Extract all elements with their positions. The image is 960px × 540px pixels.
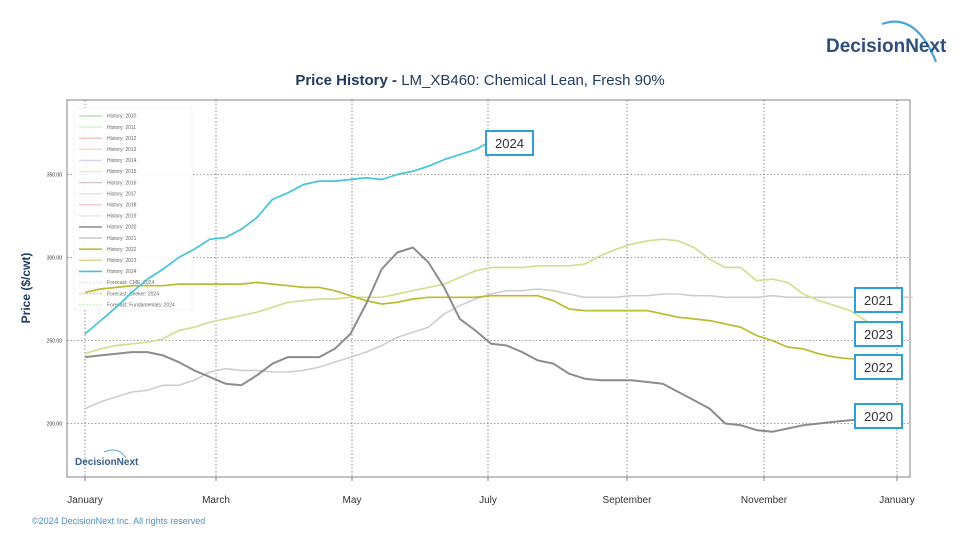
copyright-footer: ©2024 DecisionNext Inc. All rights reser… [32,516,206,526]
legend-entry: History: 2014 [107,158,137,164]
chart-watermark: DecisionNext [75,449,139,468]
legend-entry: History: 2020 [107,225,137,231]
legend-entry: Forecast: Seeker: 2024 [107,291,159,297]
callout-box [854,321,903,347]
plot-frame [66,99,911,478]
series-line-2023 [84,238,898,355]
callout-2023: 2023 [854,321,903,347]
x-tick-labels: January March May July September November Janu… [67,477,915,506]
legend-entry: History: 2017 [107,191,137,197]
callout-box [854,354,903,380]
logo-text: DecisionNext [826,36,946,57]
series-line-2020 [84,246,882,433]
legend-entry: History: 2024 [107,269,137,275]
watermark-arc-icon [103,449,127,459]
decisionnext-logo: DecisionNext [826,20,946,63]
legend-entry: History: 2010 [107,114,137,120]
callout-2020: 2020 [854,403,903,429]
callout-label: 2022 [864,360,893,375]
callout-box [485,130,534,156]
callout-box [854,287,903,313]
callout-2021: 2021 [854,287,903,313]
y-tick-label: 350.00 [47,173,63,179]
legend-entry: History: 2016 [107,180,137,186]
y-tick-label: 200.00 [47,422,63,428]
y-tick-labels: 200.00 250.00 300.00 350.00 [47,173,63,428]
callout-label: 2021 [864,293,893,308]
legend-entry: History: 2015 [107,169,137,175]
legend-entry: Forecast: Fundamentals: 2024 [107,302,175,308]
x-tick-label: May [343,495,362,506]
legend-entry: History: 2019 [107,214,137,220]
callout-label: 2020 [864,409,893,424]
legend-entry: Forecast: CME: 2024 [107,280,154,286]
chart-title-rest: LM_XB460: Chemical Lean, Fresh 90% [401,72,665,89]
series-callouts: 2024 2021 2023 2022 2020 [485,130,903,429]
x-tick-label: January [879,495,915,506]
series-line-2022 [84,281,866,360]
callout-label: 2023 [864,327,893,342]
logo-arc-icon [881,20,938,63]
callout-box [854,403,903,429]
legend: History: 2010 History: 2011 History: 2012 H… [73,107,193,311]
series-line-2024 [84,132,507,335]
y-axis-label: Price ($/cwt) [19,253,33,324]
chart-title-bold: Price History - [295,72,402,89]
legend-box [73,107,193,311]
y-tick-label: 300.00 [47,256,63,262]
callout-2022: 2022 [854,354,903,380]
legend-entry: History: 2018 [107,203,137,209]
series-line-2021 [84,288,913,410]
callout-2024: 2024 [485,130,534,156]
x-tick-label: March [202,495,230,506]
y-tick-label: 250.00 [47,339,63,345]
legend-entry: History: 2013 [107,147,137,153]
legend-entry: History: 2022 [107,247,137,253]
x-tick-label: September [603,495,653,506]
chart-title: Price History - LM_XB460: Chemical Lean,… [0,72,960,89]
x-tick-label: November [741,495,788,506]
x-tick-label: January [67,495,103,506]
watermark-text: DecisionNext [75,457,139,468]
legend-entry: History: 2021 [107,236,137,242]
x-tick-label: July [479,495,497,506]
legend-entry: History: 2023 [107,258,137,264]
series-lines [84,132,913,433]
legend-entry: History: 2012 [107,136,137,142]
legend-entry: History: 2011 [107,125,136,131]
callout-label: 2024 [495,136,524,151]
